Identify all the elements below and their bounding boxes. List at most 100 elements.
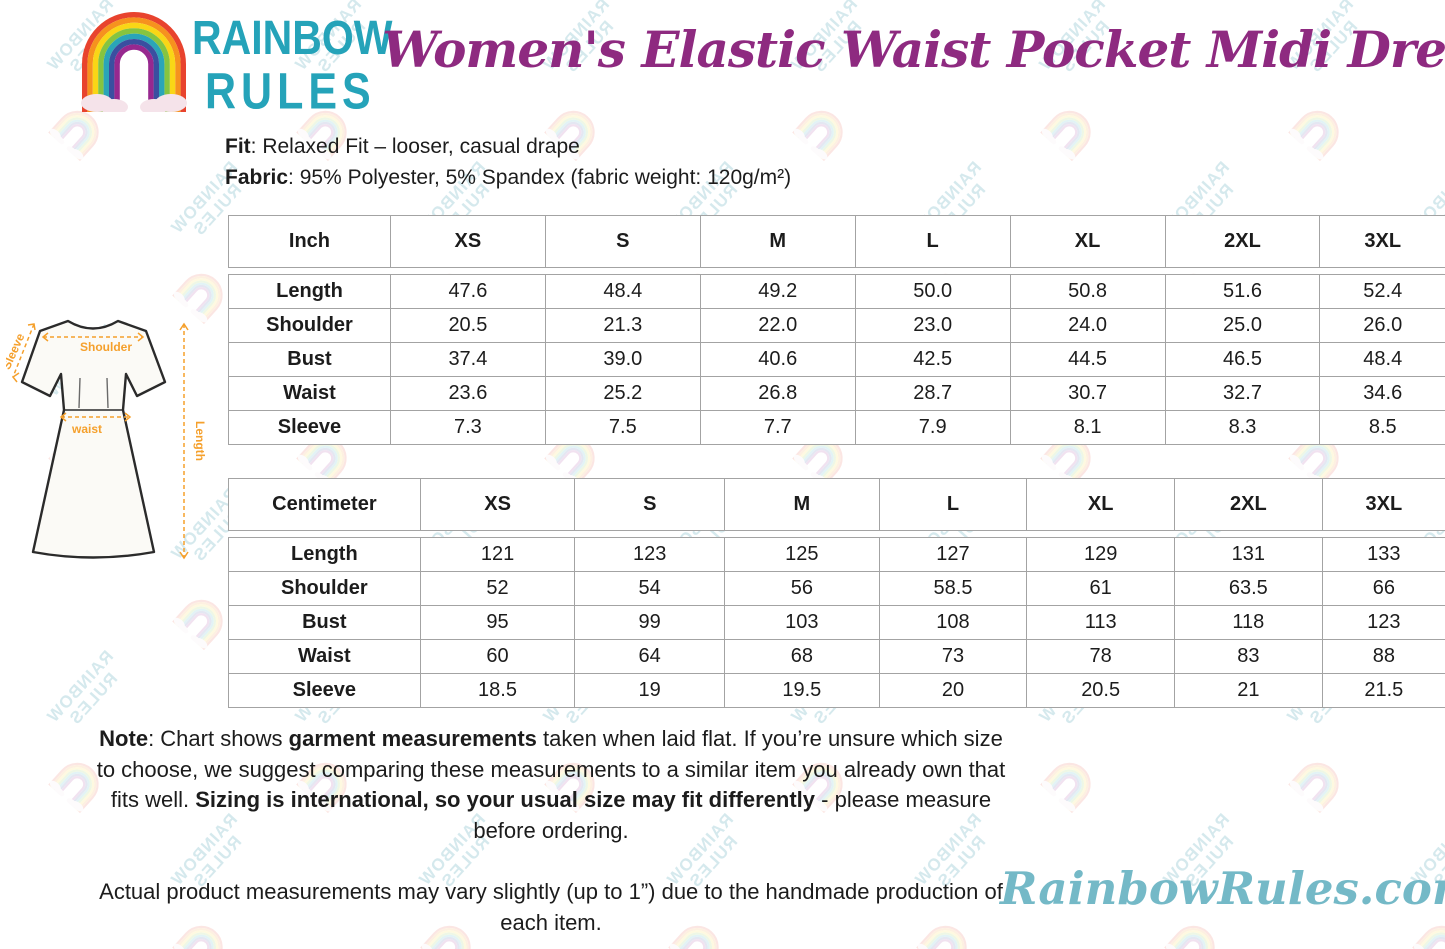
page-title: Women's Elastic Waist Pocket Midi Dress	[382, 20, 1445, 79]
measurement-value-cell: 7.9	[854, 410, 1011, 445]
measurement-value-cell: 8.1	[1009, 410, 1166, 445]
measurement-value-cell: 73	[878, 639, 1028, 674]
table-row: Waist 60 64 68 73 78 83 88	[228, 639, 1445, 674]
measurement-value-cell: 30.7	[1009, 376, 1166, 411]
measurement-value-cell: 125	[724, 537, 880, 572]
size-header-cell: 3XL	[1319, 215, 1445, 268]
measurement-value-cell: 25.2	[544, 376, 701, 411]
table-row: Waist 23.6 25.2 26.8 28.7 30.7 32.7 34.6	[228, 376, 1445, 411]
measurement-value-cell: 24.0	[1009, 308, 1166, 343]
fit-line: Fit: Relaxed Fit – looser, casual drape	[225, 131, 791, 162]
measurement-label-cell: Sleeve	[228, 410, 391, 445]
measurement-value-cell: 54	[574, 571, 725, 606]
measurement-value-cell: 95	[419, 605, 576, 640]
fit-label: Fit	[225, 135, 251, 158]
measurement-value-cell: 60	[419, 639, 576, 674]
measurement-value-cell: 23.6	[389, 376, 546, 411]
measurement-value-cell: 40.6	[699, 342, 856, 377]
handmade-disclaimer: Actual product measurements may vary sli…	[99, 879, 1003, 935]
size-header-cell: M	[699, 215, 856, 268]
measurement-value-cell: 113	[1026, 605, 1175, 640]
sizing-note: Note: Chart shows garment measurements t…	[95, 724, 1007, 846]
measurement-value-cell: 78	[1026, 639, 1175, 674]
measurement-value-cell: 66	[1321, 571, 1445, 606]
unit-header-cell: Centimeter	[228, 478, 421, 531]
product-spec: Fit: Relaxed Fit – looser, casual drape …	[225, 131, 791, 193]
measurement-value-cell: 22.0	[699, 308, 856, 343]
note-segment: Note	[99, 726, 149, 751]
measurement-value-cell: 61	[1026, 571, 1175, 606]
bodice-darts	[78, 377, 109, 409]
size-header-cell: M	[724, 478, 880, 531]
fabric-line: Fabric: 95% Polyester, 5% Spandex (fabri…	[225, 162, 791, 193]
measurement-value-cell: 23.0	[854, 308, 1011, 343]
measurement-value-cell: 26.0	[1319, 308, 1445, 343]
table-row: Length 47.6 48.4 49.2 50.0 50.8 51.6 52.4	[228, 274, 1445, 309]
measurement-value-cell: 103	[724, 605, 880, 640]
size-table-body: Length 121 123 125 127 129 131 133 Shoulder 52 54 5…	[228, 537, 1445, 708]
waist-measure-label: waist	[71, 422, 102, 436]
size-header-cell: 2XL	[1173, 478, 1323, 531]
measurement-label-cell: Bust	[228, 605, 421, 640]
measurement-value-cell: 37.4	[389, 342, 546, 377]
measurement-value-cell: 133	[1321, 537, 1445, 572]
note-segment: - please measure before ordering.	[473, 787, 992, 843]
measurement-value-cell: 8.3	[1164, 410, 1321, 445]
measurement-value-cell: 39.0	[544, 342, 701, 377]
table-row: Bust 37.4 39.0 40.6 42.5 44.5 46.5 48.4	[228, 342, 1445, 377]
table-row: Sleeve 18.5 19 19.5 20 20.5 21 21.5	[228, 673, 1445, 708]
measurement-value-cell: 26.8	[699, 376, 856, 411]
measurement-value-cell: 48.4	[1319, 342, 1445, 377]
measurement-value-cell: 47.6	[389, 274, 546, 309]
shoulder-measure-label: Shoulder	[80, 340, 132, 354]
fit-text: : Relaxed Fit – looser, casual drape	[250, 135, 580, 158]
measurement-value-cell: 20.5	[389, 308, 546, 343]
measurement-value-cell: 7.5	[544, 410, 701, 445]
measurement-value-cell: 121	[419, 537, 576, 572]
measurement-value-cell: 123	[1321, 605, 1445, 640]
measurement-value-cell: 51.6	[1164, 274, 1321, 309]
length-measure-label: Length	[193, 421, 207, 461]
measurement-value-cell: 131	[1174, 537, 1323, 572]
size-table-header: Inch XS S M L XL 2XL 3XL	[228, 215, 1445, 268]
measurement-value-cell: 44.5	[1009, 342, 1166, 377]
size-header-cell: XS	[389, 215, 546, 268]
unit-header-cell: Inch	[228, 215, 391, 268]
sleeve-measure-line	[11, 323, 36, 383]
size-header-cell: L	[878, 478, 1028, 531]
fabric-text: : 95% Polyester, 5% Spandex (fabric weig…	[288, 166, 792, 189]
note-segment: Sizing is international, so your usual s…	[195, 787, 816, 812]
size-table-body: Length 47.6 48.4 49.2 50.0 50.8 51.6 52.4 Should…	[228, 274, 1445, 445]
measurement-label-cell: Shoulder	[228, 571, 421, 606]
measurement-value-cell: 50.0	[854, 274, 1011, 309]
measurement-value-cell: 42.5	[854, 342, 1011, 377]
measurement-value-cell: 127	[878, 537, 1028, 572]
note-segment: taken when laid flat. If you’re unsure w…	[96, 726, 1006, 812]
measurement-value-cell: 58.5	[878, 571, 1028, 606]
table-row: Sleeve 7.3 7.5 7.7 7.9 8.1 8.3 8.5	[228, 410, 1445, 445]
centimeter-size-table: Centimeter XS S M L XL 2XL 3XL Length 121 123 125 12…	[228, 478, 1445, 708]
site-url: RainbowRules.com	[1000, 862, 1445, 915]
brand-wordmark: RAINBOW RULES	[192, 10, 393, 121]
measurement-label-cell: Waist	[228, 376, 391, 411]
measurement-label-cell: Shoulder	[228, 308, 391, 343]
measurement-value-cell: 32.7	[1164, 376, 1321, 411]
measurement-value-cell: 83	[1174, 639, 1323, 674]
measurement-value-cell: 50.8	[1009, 274, 1166, 309]
waist-measure-line	[59, 412, 132, 422]
table-row: Length 121 123 125 127 129 131 133	[228, 537, 1445, 572]
measurement-value-cell: 20.5	[1026, 673, 1175, 708]
brand-wordmark-line2: RULES	[205, 63, 376, 121]
size-table-header: Centimeter XS S M L XL 2XL 3XL	[228, 478, 1445, 531]
measurement-label-cell: Sleeve	[228, 673, 421, 708]
measurement-value-cell: 52.4	[1319, 274, 1445, 309]
note-segment: : Chart shows	[148, 726, 289, 751]
brand-wordmark-line1: RAINBOW	[192, 10, 393, 65]
measurement-label-cell: Length	[228, 274, 391, 309]
measurement-value-cell: 46.5	[1164, 342, 1321, 377]
measurement-value-cell: 88	[1321, 639, 1445, 674]
measurement-value-cell: 25.0	[1164, 308, 1321, 343]
measurement-value-cell: 52	[419, 571, 576, 606]
shoulder-measure-line	[41, 332, 145, 342]
